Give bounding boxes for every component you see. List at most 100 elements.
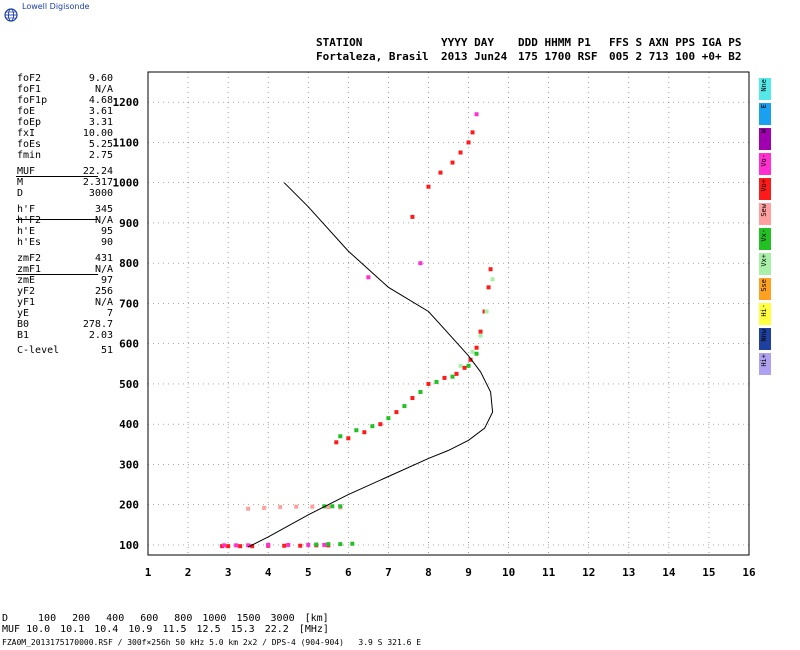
x-tick-label: 14 (662, 566, 676, 579)
header-config-label: FFS S AXN PPS IGA PS (609, 36, 742, 49)
param-value: 90 (100, 237, 113, 248)
param-value: 4.68 (88, 95, 113, 106)
x-tick-label: 2 (185, 566, 192, 579)
echo-point (306, 542, 311, 547)
param-key: yF2 (17, 286, 36, 297)
echo-point (482, 309, 487, 314)
echo-point (338, 504, 343, 509)
param-value: 2.03 (88, 330, 113, 341)
echo-point (450, 160, 455, 165)
x-tick-label: 6 (345, 566, 352, 579)
footer-muf-value: 12.5 (196, 624, 221, 635)
footer-d-value: 600 (140, 613, 159, 624)
echo-point (490, 277, 495, 282)
trace-series (314, 541, 355, 547)
param-row: M 2.317 (17, 177, 113, 188)
param-divider (16, 176, 98, 177)
param-row: h'F 345 (17, 204, 113, 215)
y-tick-label: 100 (119, 539, 139, 552)
param-key: foF1 (17, 84, 42, 95)
echo-point (466, 363, 471, 368)
x-tick-label: 9 (465, 566, 472, 579)
echo-point (458, 363, 463, 368)
header-time-label: DDD HHMM P1 (518, 36, 591, 49)
footer-d-value: 1500 (236, 613, 261, 624)
echo-traces (220, 112, 495, 549)
echo-point (418, 261, 423, 266)
x-tick-label: 15 (702, 566, 715, 579)
param-value: 3.61 (88, 106, 113, 117)
param-key: fmin (17, 150, 42, 161)
param-key: yE (17, 308, 30, 319)
echo-point (484, 309, 489, 314)
legend-item: Vo- (759, 153, 771, 175)
legend-label: Hi+ (760, 354, 768, 367)
y-tick-label: 1100 (113, 136, 140, 149)
footer-muf-row: MUF 10.0 10.1 10.4 10.9 11.5 12.5 15.3 22.2 [MHz] (2, 624, 329, 635)
legend-item: Sse (759, 278, 771, 300)
param-divider (16, 219, 98, 220)
echo-point (226, 544, 231, 549)
footer-distance-row: D 100 200 400 600 800 1000 1500 3000 [km] (2, 613, 329, 624)
y-tick-label: 300 (119, 458, 139, 471)
echo-point (294, 504, 299, 509)
param-group-profile: zmF2 431 zmF1 N/A zmE 97 yF2 256 yF1 N/A yE 7 … (17, 253, 113, 356)
footer-d-label: D (2, 613, 9, 624)
param-value: 5.25 (88, 139, 113, 150)
echo-point (362, 430, 367, 435)
param-key: zmF1 (17, 264, 42, 275)
param-group-heights: h'F 345 h'F2 N/A h'E 95 h'Es 90 (17, 204, 113, 248)
param-row: foEs 5.25 (17, 139, 113, 150)
echo-point (402, 404, 407, 409)
param-key: B0 (17, 319, 30, 330)
param-row: h'F2 N/A (17, 215, 113, 226)
param-value: 97 (100, 275, 113, 286)
echo-point (310, 504, 315, 509)
trace-series (222, 542, 327, 548)
y-tick-label: 600 (119, 338, 139, 351)
y-tick-label: 500 (119, 378, 139, 391)
echo-point (220, 544, 225, 549)
echo-point (474, 345, 479, 350)
legend-label: E (760, 104, 768, 109)
param-group-frequencies: foF2 9.60 foF1 N/A foF1p 4.68 foE 3.61 foEp 3… (17, 73, 113, 161)
echo-point (474, 112, 479, 117)
legend-item: Hi- (759, 303, 771, 325)
density-profile-line (247, 182, 494, 548)
param-key: foEp (17, 117, 42, 128)
echo-point (298, 543, 303, 548)
param-value: 3.31 (88, 117, 113, 128)
footer-muf-value: 10.9 (128, 624, 153, 635)
echo-point (246, 506, 251, 511)
echo-point (488, 267, 493, 272)
param-group-muf: MUF 22.24 M 2.317 D 3000 (17, 166, 113, 199)
echo-point (426, 184, 431, 189)
echo-point (410, 214, 415, 219)
param-value: 278.7 (82, 319, 113, 330)
echo-point (326, 505, 331, 510)
param-key: h'Es (17, 237, 42, 248)
param-row: B1 2.03 (17, 330, 113, 341)
param-key: zmE (17, 275, 36, 286)
param-value: 345 (94, 204, 113, 215)
x-tick-label: 5 (305, 566, 312, 579)
param-value: 22.24 (82, 166, 113, 177)
param-row: foF1p 4.68 (17, 95, 113, 106)
echo-point (334, 440, 339, 445)
echo-point (366, 275, 371, 280)
echo-point (250, 544, 255, 549)
legend-label: Sew (760, 204, 768, 217)
y-tick-label: 1200 (113, 96, 140, 109)
footer-d-value: 400 (106, 613, 125, 624)
footer-d-value: 200 (72, 613, 91, 624)
footer-muf-value: 11.5 (162, 624, 187, 635)
footer-muf-unit: [MHz] (298, 624, 329, 635)
echo-point (326, 542, 331, 547)
param-value: N/A (94, 297, 113, 308)
plot-frame (147, 71, 750, 556)
param-row: zmF1 N/A (17, 264, 113, 275)
param-value: 431 (94, 253, 113, 264)
chart-grid (147, 72, 750, 555)
trace-series (246, 504, 343, 511)
param-panel: foF2 9.60 foF1 N/A foF1p 4.68 foE 3.61 foEp 3… (17, 73, 113, 356)
